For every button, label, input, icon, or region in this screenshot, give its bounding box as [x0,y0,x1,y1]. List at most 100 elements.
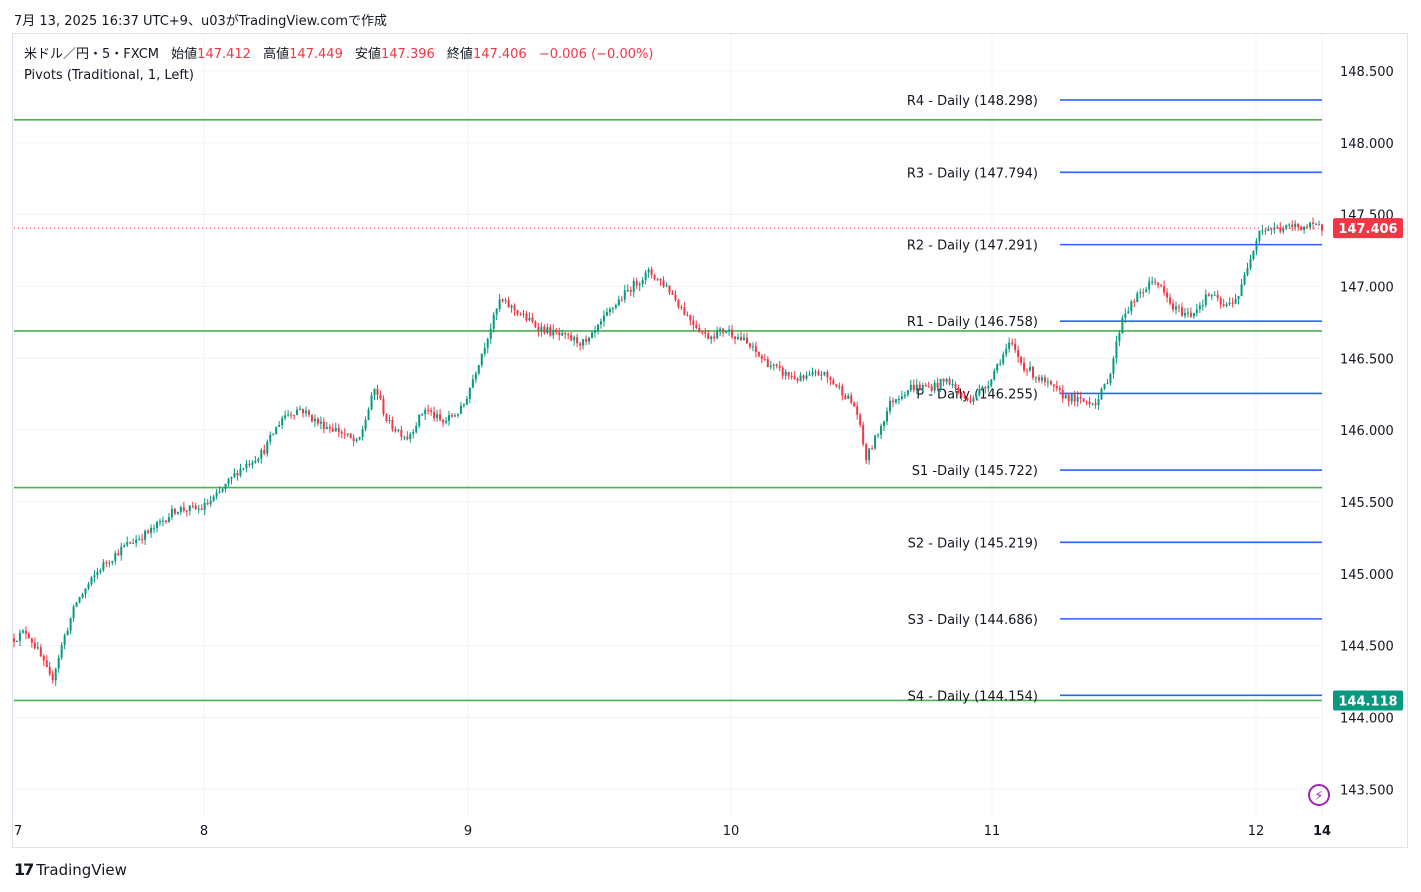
candle-body [21,630,24,633]
candle-body [319,421,322,424]
candle-body [1270,228,1273,230]
candle-body [537,327,540,332]
candle-body [1285,224,1288,229]
close-value: 147.406 [472,47,527,62]
candle-body [269,434,272,442]
candle-body [966,397,969,401]
candle-body [1240,284,1243,297]
candle-body [254,460,257,463]
candle-body [334,427,337,432]
candle-body [990,379,993,386]
candle-body [1309,222,1312,228]
low-label: 安値 [355,47,382,62]
candle-body [144,530,147,540]
candle-body [799,375,802,381]
candle-body [939,378,942,388]
candle-body [81,594,84,598]
candle-body [57,657,60,669]
candle-body [555,329,558,333]
candle-body [1040,377,1043,381]
candle-body [156,522,159,528]
candle-body [564,332,567,334]
candle-body [33,642,36,649]
candle-body [528,317,531,321]
candle-body [605,312,608,316]
candle-body [888,400,891,412]
candle-body [659,278,662,281]
candle-body [900,396,903,400]
candle-body [1297,223,1300,228]
candle-body [90,577,93,585]
pivot-label: S3 - Daily (144.686) [908,613,1038,628]
candle-body [45,660,48,668]
pivot-label: S2 - Daily (145.219) [908,536,1038,551]
footer-brand[interactable]: 17 TradingView [14,860,127,879]
candle-body [182,507,185,511]
candle-body [576,337,579,344]
candle-body [1219,298,1222,305]
candle-body [1157,282,1160,286]
candle-body [695,324,698,328]
candle-body [805,375,808,379]
candle-body [161,520,164,522]
candle-body [525,313,528,321]
candle-body [558,332,561,336]
lightning-icon[interactable]: ⚡ [1308,784,1330,806]
candle-body [626,289,629,291]
x-tick-label: 9 [464,824,472,839]
symbol-label[interactable]: 米ドル／円・5・FXCM [24,47,160,62]
last-price-tag-label: 147.406 [1338,222,1397,237]
candle-body [993,370,996,380]
candle-body [72,606,75,619]
candle-body [620,299,623,301]
candle-body [957,387,960,393]
candle-body [1315,223,1318,225]
candle-body [927,386,930,388]
candle-body [87,584,90,589]
candle-body [385,413,388,421]
candle-body [287,414,290,416]
candle-body [1237,296,1240,299]
candle-body [766,359,769,368]
candle-body [891,400,894,403]
candle-body [608,308,611,313]
candle-body [1172,303,1175,310]
high-label: 高値 [263,47,290,62]
x-tick-label: 11 [984,824,1001,839]
candle-body [734,336,737,339]
candle-body [588,337,591,342]
candle-body [212,496,215,501]
candle-body [1037,377,1040,381]
brand-text: TradingView [36,860,127,879]
chart-frame[interactable] [12,33,1408,848]
candle-body [343,433,346,435]
candle-body [915,384,918,391]
candle-body [594,330,597,333]
indicator-label[interactable]: Pivots (Traditional, 1, Left) [24,68,194,83]
candle-body [877,434,880,436]
candle-body [281,418,284,426]
candle-body [1002,354,1005,364]
candle-body [188,505,191,512]
candle-body [239,468,242,476]
candle-body [486,338,489,348]
candle-body [1005,348,1008,355]
candle-body [725,331,728,333]
candle-body [304,410,307,414]
candle-body [236,473,239,476]
candle-body [656,278,659,280]
candle-body [704,332,707,334]
candle-body [427,409,430,411]
candle-body [200,508,203,511]
candle-body [954,384,957,388]
candle-body [36,647,39,649]
y-tick-label: 145.000 [1340,568,1394,583]
candle-body [638,284,641,286]
candle-body [1049,381,1052,385]
candle-body [814,371,817,373]
y-tick-label: 144.000 [1340,711,1394,726]
candle-body [713,336,716,339]
candle-body [1031,366,1034,378]
candle-body [701,331,704,333]
